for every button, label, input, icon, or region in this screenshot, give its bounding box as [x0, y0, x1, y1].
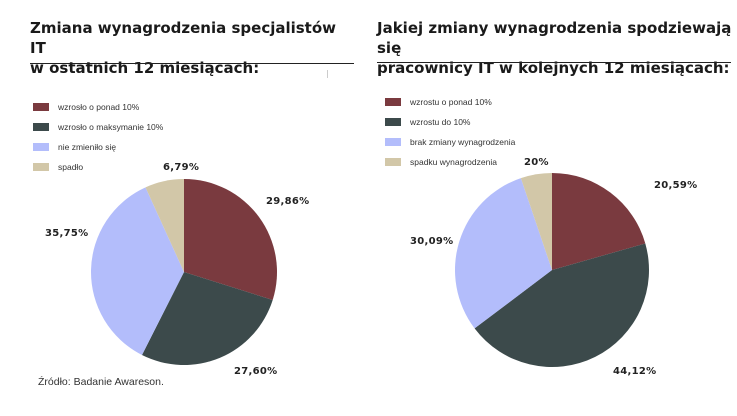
legend-item: wzrosło o ponad 10% — [33, 97, 163, 117]
pie-slice-2 — [141, 272, 273, 365]
left-legend: wzrosło o ponad 10% wzrosło o maksymanie… — [33, 97, 163, 177]
right-chart-title-line2: pracownicy IT w kolejnych 12 miesiącach: — [377, 59, 730, 77]
pie-slice-3 — [91, 187, 184, 355]
legend-item: spadło — [33, 157, 163, 177]
legend-label: brak zmiany wynagrodzenia — [410, 137, 516, 147]
legend-swatch-beige — [385, 158, 401, 166]
legend-item: nie zmieniło się — [33, 137, 163, 157]
legend-swatch-maroon — [33, 103, 49, 111]
legend-swatch-dark — [385, 118, 401, 126]
right-chart-title: Jakiej zmiany wynagrodzenia spodziewają … — [377, 18, 737, 78]
legend-item: wzrostu do 10% — [385, 112, 515, 132]
pie-slice-3 — [455, 178, 552, 329]
legend-label: wzrosło o maksymanie 10% — [58, 122, 164, 132]
legend-label: nie zmieniło się — [58, 142, 117, 152]
pie-label-slice-1: 20,59% — [654, 180, 698, 191]
pie-slice-2 — [474, 243, 649, 367]
pie-label-slice-3: 35,75% — [45, 228, 89, 239]
pie-label-slice-1: 29,86% — [266, 196, 310, 207]
legend-item: spadku wynagrodzenia — [385, 152, 515, 172]
legend-label: spadku wynagrodzenia — [410, 157, 497, 167]
pie-slice-4 — [520, 173, 552, 270]
right-pie-chart — [455, 173, 649, 367]
left-chart-title-line1: Zmiana wynagrodzenia specjalistów IT — [30, 19, 337, 57]
legend-item: wzrostu o ponad 10% — [385, 92, 515, 112]
legend-label: wzrostu o ponad 10% — [410, 97, 492, 107]
legend-swatch-blue — [33, 143, 49, 151]
pie-label-slice-3: 30,09% — [410, 236, 454, 247]
divider-tick — [327, 70, 328, 78]
right-chart-panel: Jakiej zmiany wynagrodzenia spodziewają … — [368, 0, 737, 416]
legend-swatch-blue — [385, 138, 401, 146]
legend-swatch-maroon — [385, 98, 401, 106]
legend-swatch-beige — [33, 163, 49, 171]
legend-label: wzrostu do 10% — [410, 117, 471, 127]
legend-item: wzrosło o maksymanie 10% — [33, 117, 163, 137]
pie-label-slice-2: 27,60% — [234, 366, 278, 377]
right-chart-title-line1: Jakiej zmiany wynagrodzenia spodziewają … — [377, 19, 732, 57]
pie-slice-1 — [184, 179, 277, 300]
pie-label-slice-4: 6,79% — [163, 162, 200, 173]
legend-item: brak zmiany wynagrodzenia — [385, 132, 515, 152]
legend-swatch-dark — [33, 123, 49, 131]
pie-label-slice-2: 44,12% — [613, 366, 657, 377]
left-title-underline — [30, 63, 354, 64]
legend-label: spadło — [58, 162, 84, 172]
legend-label: wzrosło o ponad 10% — [58, 102, 140, 112]
right-title-underline — [377, 62, 731, 63]
pie-slice-1 — [552, 173, 646, 270]
source-note: Źródło: Badanie Awareson. — [38, 376, 164, 388]
left-pie-chart — [91, 179, 277, 365]
left-chart-panel: Zmiana wynagrodzenia specjalistów IT w o… — [0, 0, 360, 416]
pie-label-slice-4: 20% — [524, 157, 549, 168]
right-legend: wzrostu o ponad 10% wzrostu do 10% brak … — [385, 92, 515, 172]
pie-slice-4 — [145, 179, 184, 272]
